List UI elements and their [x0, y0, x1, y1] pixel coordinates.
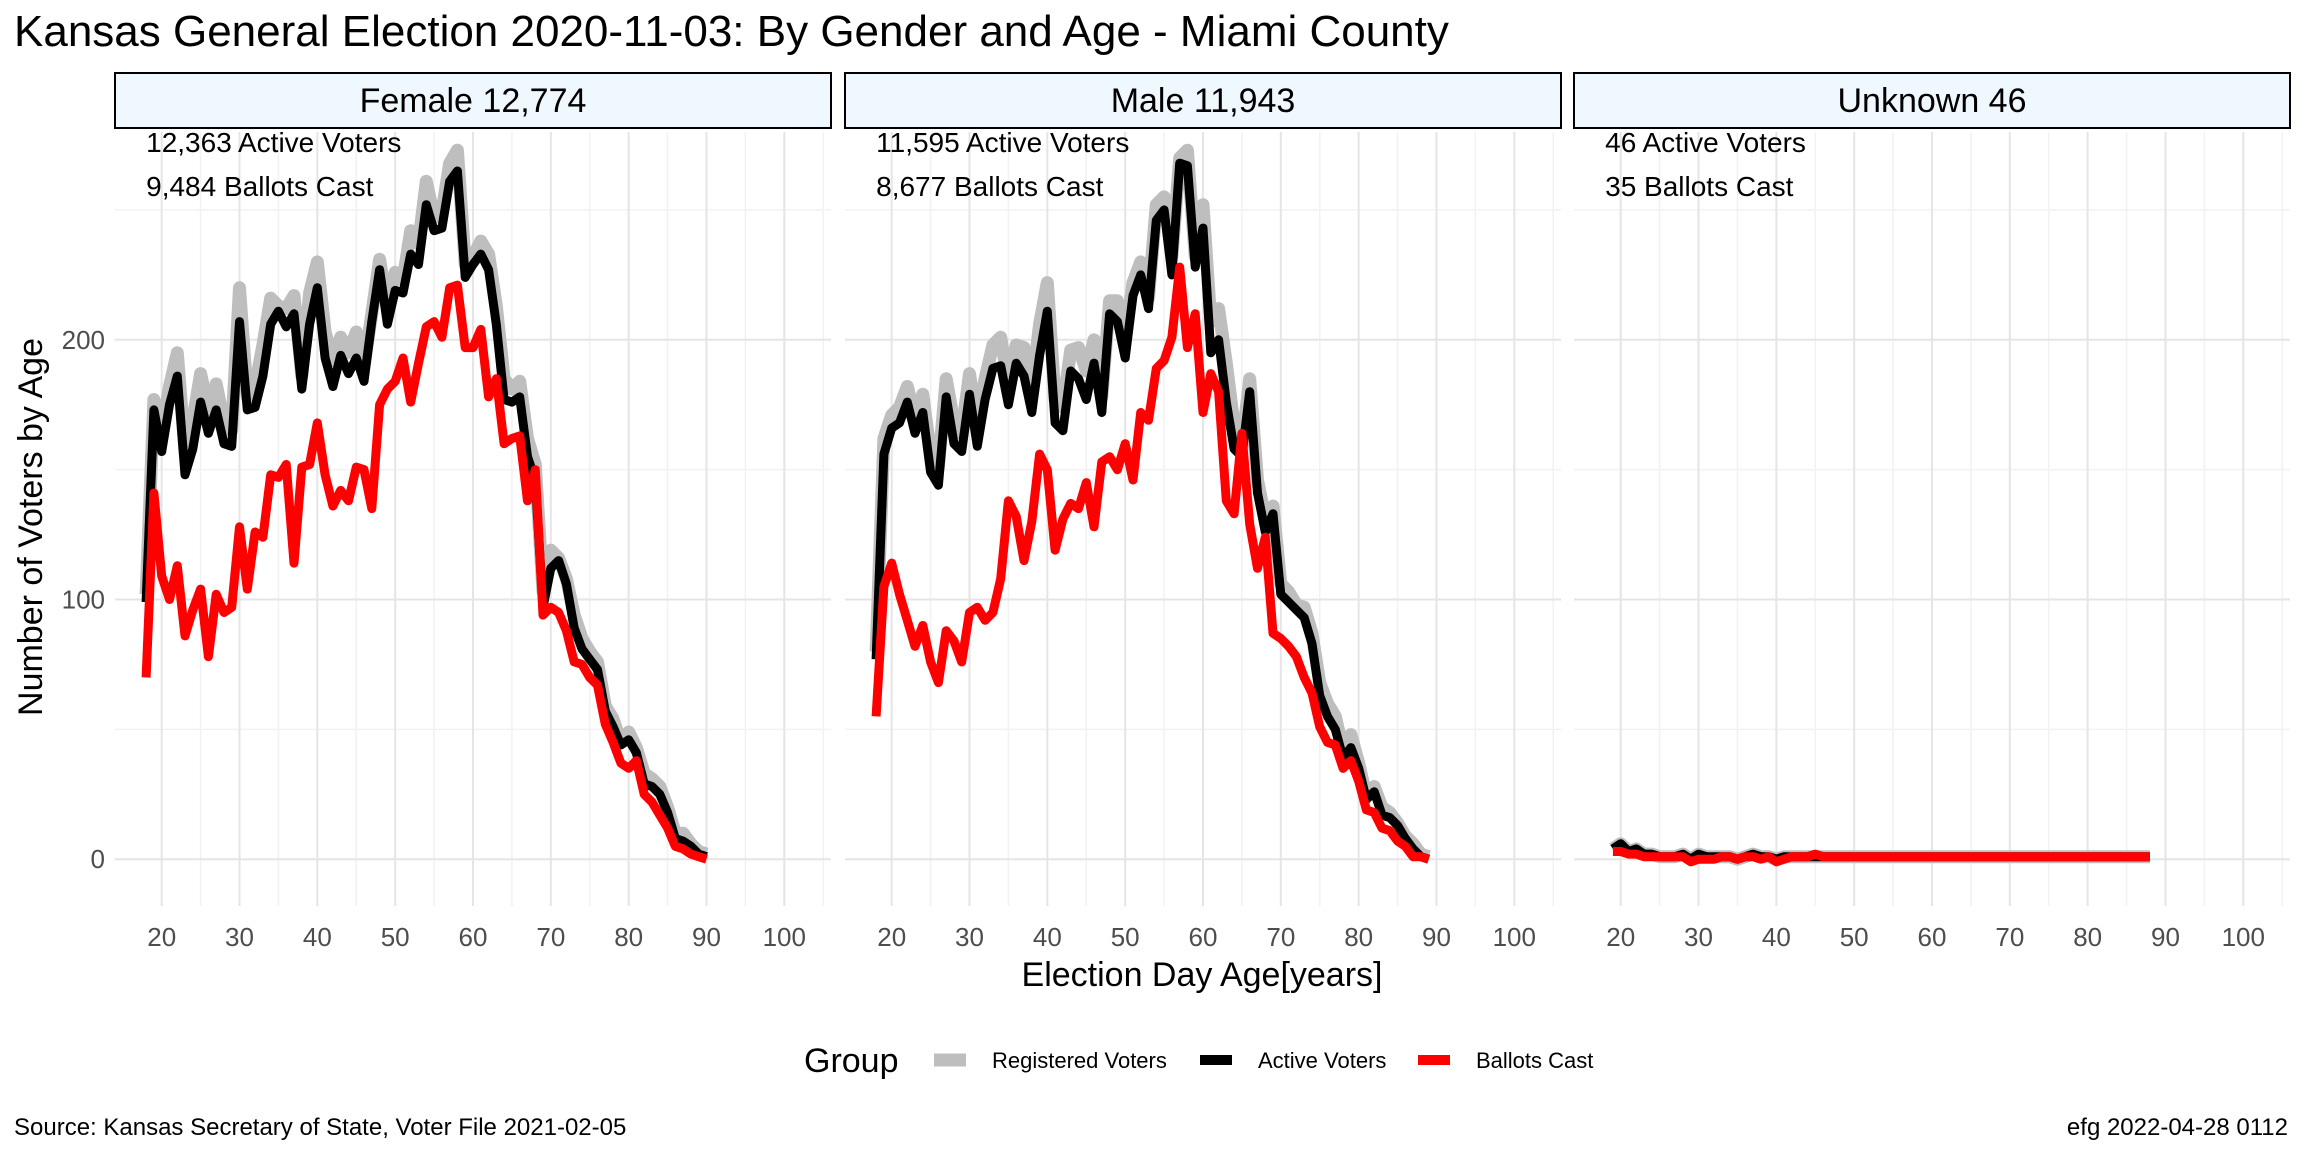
x-tick-label: 50 — [1111, 922, 1140, 952]
facet-panel: Unknown 46 46 Active Voters 35 Ballots Cas… — [1573, 72, 2291, 952]
x-tick-label: 80 — [2073, 922, 2102, 952]
x-tick-label: 50 — [1840, 922, 1869, 952]
x-tick-label: 80 — [1344, 922, 1373, 952]
legend-label: Ballots Cast — [1476, 1048, 1593, 1073]
x-tick-label: 80 — [614, 922, 643, 952]
series-line-ballots-cast — [871, 262, 1431, 864]
panel-annotation: 35 Ballots Cast — [1605, 171, 1794, 202]
x-tick-label: 70 — [1266, 922, 1295, 952]
x-tick-label: 100 — [2222, 922, 2265, 952]
source-caption: Source: Kansas Secretary of State, Voter… — [14, 1114, 626, 1141]
x-tick-label: 30 — [225, 922, 254, 952]
x-tick-label: 100 — [763, 922, 806, 952]
facet-strip-label: Male 11,943 — [1111, 82, 1296, 120]
x-tick-label: 30 — [1684, 922, 1713, 952]
panel-annotation: 46 Active Voters — [1605, 127, 1806, 158]
x-tick-label: 50 — [381, 922, 410, 952]
x-tick-label: 90 — [1422, 922, 1451, 952]
x-tick-label: 60 — [1918, 922, 1947, 952]
panel-annotation: 9,484 Ballots Cast — [146, 171, 373, 202]
x-tick-label: 90 — [2151, 922, 2180, 952]
y-axis-title: Number of Voters by Age — [12, 338, 50, 716]
x-tick-label: 40 — [1033, 922, 1062, 952]
legend-title: Group — [804, 1042, 899, 1080]
x-tick-label: 60 — [1189, 922, 1218, 952]
x-tick-label: 90 — [692, 922, 721, 952]
x-tick-label: 20 — [147, 922, 176, 952]
series-line-active-voters — [141, 166, 708, 861]
y-tick-label: 0 — [91, 844, 105, 874]
panel-annotation: 11,595 Active Voters — [876, 127, 1129, 158]
y-tick-label: 200 — [62, 325, 105, 355]
y-tick-label: 100 — [62, 585, 105, 615]
facet-strip-label: Unknown 46 — [1837, 82, 2026, 120]
facet-strip-label: Female 12,774 — [360, 82, 587, 120]
facet-strip — [114, 72, 832, 129]
timestamp-caption: efg 2022-04-28 0112 — [2067, 1114, 2288, 1141]
x-tick-label: 100 — [1493, 922, 1536, 952]
facet-panel: Male 11,943 11,595 Active Voters 8,677 Bal… — [844, 72, 1562, 952]
legend-label: Active Voters — [1258, 1048, 1386, 1073]
x-tick-label: 40 — [303, 922, 332, 952]
series-line-ballots-cast — [1612, 847, 2150, 867]
x-tick-label: 60 — [459, 922, 488, 952]
legend: Group Registered Voters Active Voters Ballo… — [804, 1042, 1593, 1080]
x-tick-label: 20 — [1606, 922, 1635, 952]
series-line-active-voters — [871, 158, 1431, 864]
facet-panel: Female 12,774 12,363 Active Voters 9,484 B… — [62, 72, 832, 952]
x-tick-label: 20 — [877, 922, 906, 952]
x-tick-label: 40 — [1762, 922, 1791, 952]
x-tick-label: 70 — [536, 922, 565, 952]
panel-annotation: 8,677 Ballots Cast — [876, 171, 1103, 202]
series-line-ballots-cast — [141, 280, 708, 864]
legend-label: Registered Voters — [992, 1048, 1167, 1073]
panel-annotation: 12,363 Active Voters — [146, 127, 401, 158]
x-axis-title: Election Day Age[years] — [1022, 956, 1383, 994]
facet-panels: Female 12,774 12,363 Active Voters 9,484 B… — [62, 72, 2291, 952]
x-tick-label: 70 — [1995, 922, 2024, 952]
x-tick-label: 30 — [955, 922, 984, 952]
facet-strip — [844, 72, 1562, 129]
chart-title: Kansas General Election 2020-11-03: By G… — [14, 7, 1449, 56]
facet-strip — [1573, 72, 2291, 129]
